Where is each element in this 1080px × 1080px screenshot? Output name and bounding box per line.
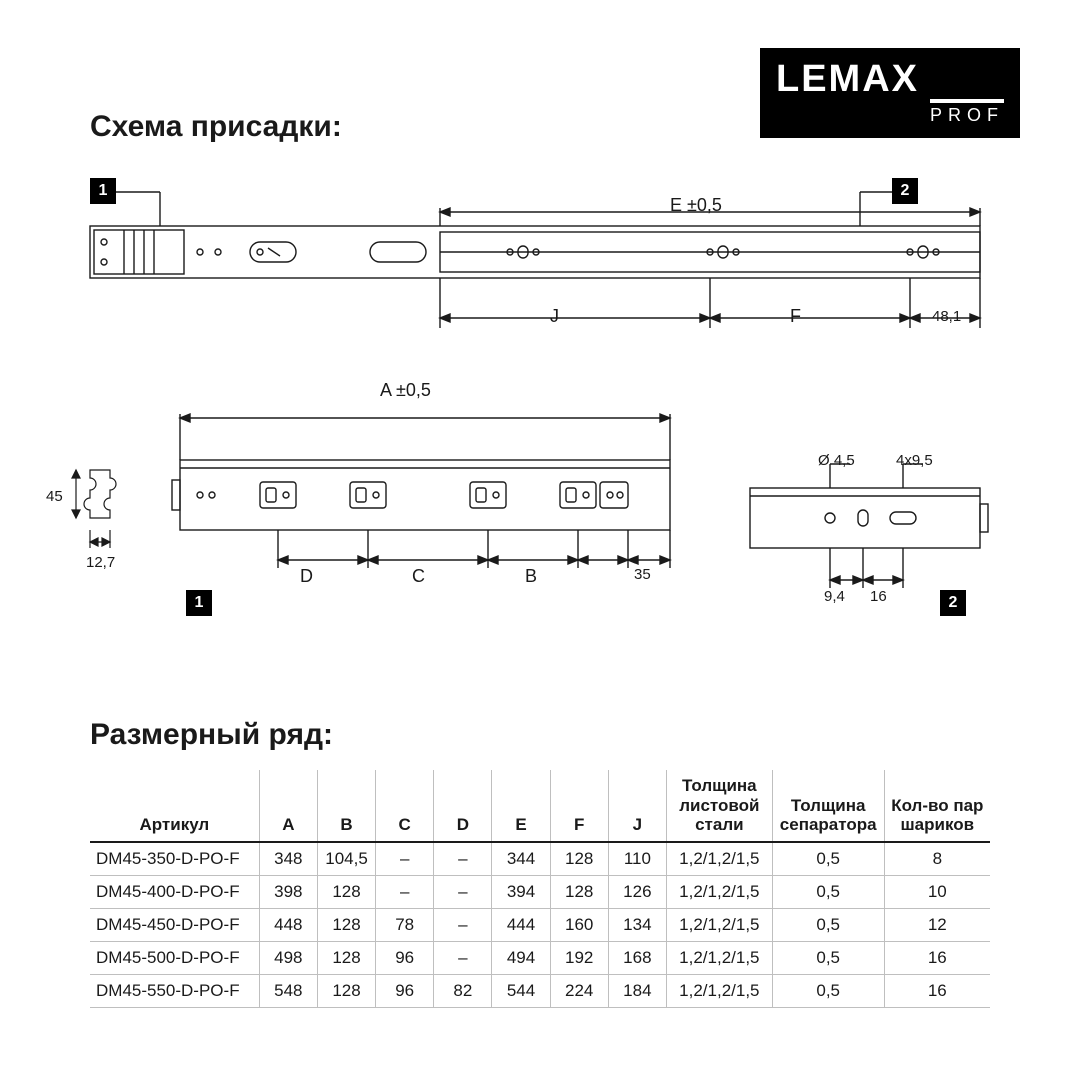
table-cell: 224 [550,974,608,1007]
dim-F: F [790,306,801,327]
table-cell: 394 [492,875,550,908]
table-cell: DM45-350-D-PO-F [90,842,259,876]
table-cell: DM45-450-D-PO-F [90,908,259,941]
table-cell: 498 [259,941,317,974]
table-cell: 8 [884,842,990,876]
table-cell: 348 [259,842,317,876]
dim-sl: 4x9,5 [896,452,933,469]
dim-45: 45 [46,488,63,505]
table-cell: 544 [492,974,550,1007]
table-cell: 1,2/1,2/1,5 [666,842,772,876]
table-cell: 1,2/1,2/1,5 [666,875,772,908]
diagram-mid-rail [170,400,690,600]
callout-badge-mid-2: 2 [940,590,966,616]
dim-35: 35 [634,566,651,583]
table-col-0: Артикул [90,770,259,842]
table-col-2: B [317,770,375,842]
table-row: DM45-500-D-PO-F49812896–4941921681,2/1,2… [90,941,990,974]
dim-94: 9,4 [824,588,845,605]
table-cell: 16 [884,974,990,1007]
table-col-9: Толщина сепаратора [772,770,884,842]
table-cell: 128 [550,875,608,908]
table-cell: 10 [884,875,990,908]
dim-481: 48,1 [932,308,961,325]
table-row: DM45-350-D-PO-F348104,5––3441281101,2/1,… [90,842,990,876]
table-cell: 184 [608,974,666,1007]
table-cell: 134 [608,908,666,941]
dim-J: J [550,306,559,327]
dim-d45: Ø 4,5 [818,452,855,469]
table-header-row: АртикулABCDEFJТолщина листовой сталиТолщ… [90,770,990,842]
table-cell: 128 [317,908,375,941]
dim-D: D [300,566,313,587]
callout-badge-mid-1: 1 [186,590,212,616]
table-row: DM45-450-D-PO-F44812878–4441601341,2/1,2… [90,908,990,941]
brand-sub: PROF [930,99,1004,126]
dim-B: B [525,566,537,587]
table-cell: 12 [884,908,990,941]
table-row: DM45-400-D-PO-F398128––3941281261,2/1,2/… [90,875,990,908]
table-body: DM45-350-D-PO-F348104,5––3441281101,2/1,… [90,842,990,1008]
table-cell: DM45-550-D-PO-F [90,974,259,1007]
table-cell: – [434,908,492,941]
diagram-top-rail [80,178,1000,348]
table-cell: – [376,875,434,908]
table-cell: 548 [259,974,317,1007]
table-col-4: D [434,770,492,842]
table-col-1: A [259,770,317,842]
brand-name: LEMAX [776,58,1004,101]
table-cell: 128 [317,974,375,1007]
table-cell: 1,2/1,2/1,5 [666,941,772,974]
dim-16: 16 [870,588,887,605]
size-table: АртикулABCDEFJТолщина листовой сталиТолщ… [90,770,990,1008]
table-col-6: F [550,770,608,842]
table-cell: 494 [492,941,550,974]
table-cell: 444 [492,908,550,941]
table-cell: 0,5 [772,974,884,1007]
table-cell: 16 [884,941,990,974]
heading-sizes: Размерный ряд: [90,718,333,752]
table-cell: 0,5 [772,908,884,941]
table-cell: – [376,842,434,876]
brand-logo: LEMAX PROF [760,48,1020,138]
table-cell: 128 [317,875,375,908]
table-cell: 110 [608,842,666,876]
dim-C: C [412,566,425,587]
table-cell: 1,2/1,2/1,5 [666,908,772,941]
table-cell: 344 [492,842,550,876]
table-cell: 78 [376,908,434,941]
table-cell: 1,2/1,2/1,5 [666,974,772,1007]
table-col-7: J [608,770,666,842]
diagram-cross-section [70,460,150,600]
table-cell: 96 [376,974,434,1007]
table-cell: 104,5 [317,842,375,876]
table-col-3: C [376,770,434,842]
table-cell: 192 [550,941,608,974]
table-col-8: Толщина листовой стали [666,770,772,842]
table-cell: 0,5 [772,842,884,876]
table-cell: – [434,842,492,876]
table-cell: 96 [376,941,434,974]
table-cell: 0,5 [772,941,884,974]
dim-127: 12,7 [86,554,115,571]
table-cell: – [434,941,492,974]
dim-E: E ±0,5 [670,195,722,216]
table-cell: 0,5 [772,875,884,908]
table-cell: 398 [259,875,317,908]
table-cell: 448 [259,908,317,941]
dim-A: A ±0,5 [380,380,431,401]
table-col-10: Кол-во пар шариков [884,770,990,842]
table-cell: 160 [550,908,608,941]
table-cell: 82 [434,974,492,1007]
table-cell: 168 [608,941,666,974]
table-cell: 128 [550,842,608,876]
table-cell: DM45-400-D-PO-F [90,875,259,908]
table-cell: 128 [317,941,375,974]
heading-scheme: Схема присадки: [90,110,342,144]
table-cell: 126 [608,875,666,908]
table-cell: – [434,875,492,908]
table-row: DM45-550-D-PO-F54812896825442241841,2/1,… [90,974,990,1007]
table-cell: DM45-500-D-PO-F [90,941,259,974]
table-col-5: E [492,770,550,842]
